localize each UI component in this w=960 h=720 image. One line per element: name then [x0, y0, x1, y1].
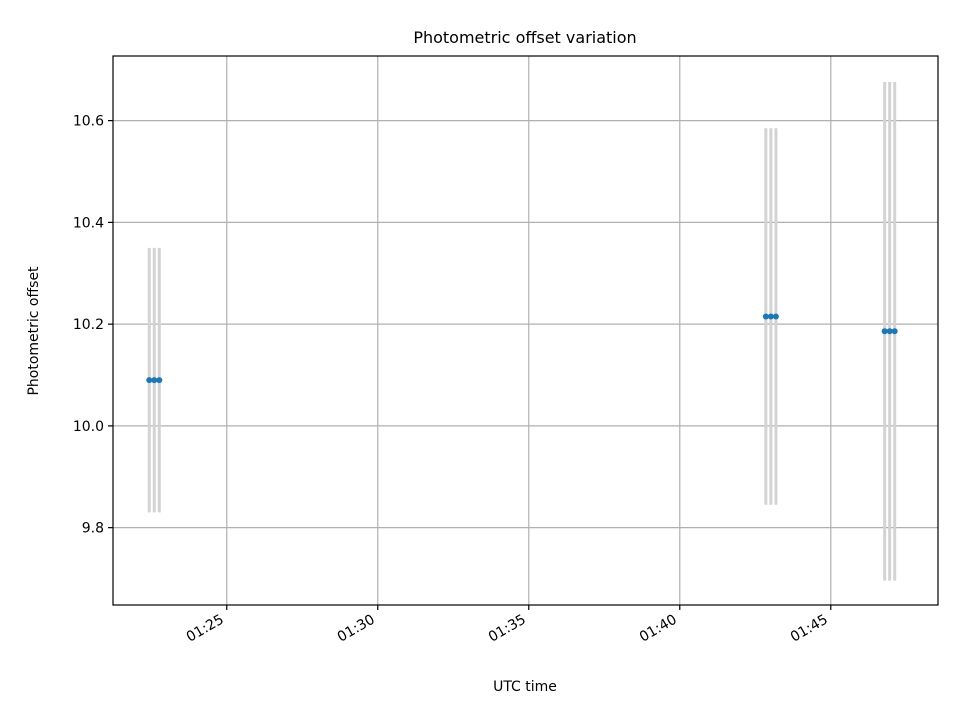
data-point: [772, 313, 779, 320]
data-point: [891, 328, 898, 335]
data-point: [151, 377, 158, 384]
data-point: [146, 377, 153, 384]
data-points: [146, 313, 898, 384]
data-point: [762, 313, 769, 320]
y-tick-label: 10.0: [73, 419, 104, 435]
grid: [113, 56, 938, 605]
y-tick-label: 10.4: [73, 215, 104, 231]
data-point: [767, 313, 774, 320]
data-point: [886, 328, 893, 335]
data-point: [156, 377, 163, 384]
y-axis-label: Photometric offset: [26, 266, 42, 396]
y-tick-label: 10.6: [73, 114, 104, 130]
y-tick-label: 10.2: [73, 317, 104, 333]
plot-frame: [112, 55, 939, 606]
x-axis-label: UTC time: [493, 679, 557, 695]
data-point: [881, 328, 888, 335]
chart-title: Photometric offset variation: [413, 28, 636, 47]
y-axis-ticks: 9.8 10.0 10.2 10.4 10.6: [73, 114, 113, 537]
y-tick-label: 9.8: [82, 521, 104, 537]
